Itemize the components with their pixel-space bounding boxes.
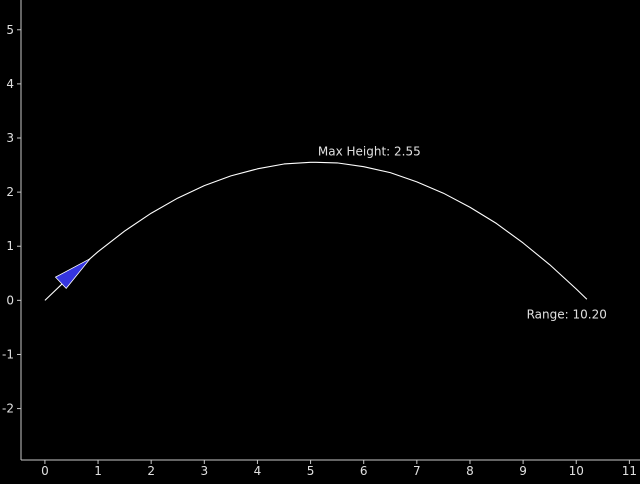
y-axis-ticks: -2 -1 0 1 2 3 4 5 (2, 23, 21, 416)
projectile-arrow-icon (54, 258, 91, 290)
x-tick-label: 10 (569, 464, 584, 478)
x-axis-ticks: 0 1 2 3 4 5 6 7 8 9 10 11 (41, 460, 637, 478)
y-tick-label: 3 (6, 131, 14, 145)
y-tick-label: -1 (2, 347, 14, 361)
x-tick-label: 5 (307, 464, 315, 478)
x-tick-label: 3 (200, 464, 208, 478)
x-tick-label: 7 (413, 464, 421, 478)
y-tick-label: 1 (6, 239, 14, 253)
x-tick-label: 2 (147, 464, 155, 478)
x-tick-label: 9 (519, 464, 527, 478)
annotations-group: Max Height: 2.55 Range: 10.20 (318, 144, 607, 321)
y-tick-label: 4 (6, 77, 14, 91)
y-tick-label: 2 (6, 185, 14, 199)
axes (20, 0, 640, 461)
x-tick-label: 0 (41, 464, 49, 478)
x-tick-label: 4 (254, 464, 262, 478)
y-tick-label: 0 (6, 293, 14, 307)
range-label: Range: 10.20 (527, 307, 607, 321)
x-tick-label: 11 (622, 464, 637, 478)
x-tick-label: 6 (360, 464, 368, 478)
x-tick-label: 8 (466, 464, 474, 478)
trajectory-line (44, 161, 588, 301)
projectile-marker-group (54, 258, 91, 290)
max-height-label: Max Height: 2.55 (318, 144, 421, 158)
y-tick-label: -2 (2, 402, 14, 416)
x-tick-label: 1 (94, 464, 102, 478)
y-tick-label: 5 (6, 23, 14, 37)
series-group (44, 161, 588, 301)
